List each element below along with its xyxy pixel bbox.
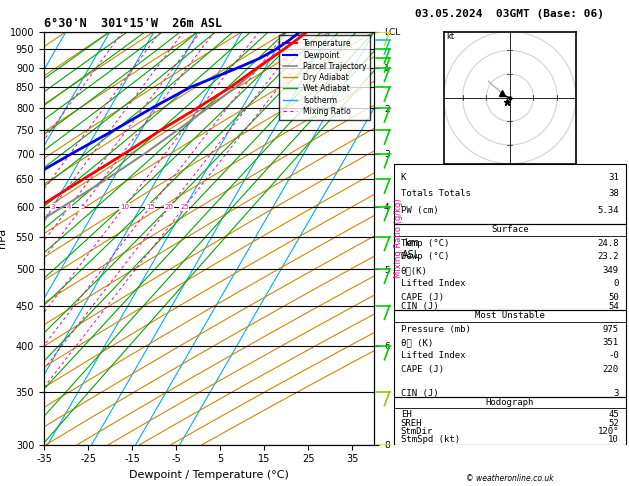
Text: EH: EH	[401, 411, 411, 419]
Text: CIN (J): CIN (J)	[401, 388, 438, 398]
Text: 15: 15	[146, 204, 155, 210]
Text: 54: 54	[608, 302, 619, 311]
Text: 3: 3	[51, 204, 55, 210]
Text: -0: -0	[608, 351, 619, 361]
Text: K: K	[401, 173, 406, 181]
Text: 6°30'N  301°15'W  26m ASL: 6°30'N 301°15'W 26m ASL	[44, 17, 222, 31]
Text: Lifted Index: Lifted Index	[401, 279, 465, 288]
Text: StmDir: StmDir	[401, 427, 433, 435]
Text: Pressure (mb): Pressure (mb)	[401, 325, 470, 334]
Text: Mixing Ratio (g/kg): Mixing Ratio (g/kg)	[394, 198, 403, 278]
Text: 3: 3	[613, 388, 619, 398]
Text: 975: 975	[603, 325, 619, 334]
Text: 4: 4	[67, 204, 72, 210]
Text: Hodograph: Hodograph	[486, 398, 534, 407]
Text: 45: 45	[608, 411, 619, 419]
X-axis label: Dewpoint / Temperature (°C): Dewpoint / Temperature (°C)	[129, 470, 289, 480]
Text: 23.2: 23.2	[598, 252, 619, 261]
Text: Temp (°C): Temp (°C)	[401, 239, 449, 247]
Text: CAPE (J): CAPE (J)	[401, 293, 443, 302]
Text: SREH: SREH	[401, 419, 422, 428]
Text: Surface: Surface	[491, 226, 528, 234]
Text: 20: 20	[165, 204, 174, 210]
Text: Most Unstable: Most Unstable	[475, 312, 545, 320]
Text: 5: 5	[80, 204, 84, 210]
Text: 349: 349	[603, 266, 619, 275]
Text: CIN (J): CIN (J)	[401, 302, 438, 311]
Text: 10: 10	[608, 435, 619, 444]
Text: kt: kt	[446, 32, 454, 41]
Text: PW (cm): PW (cm)	[401, 206, 438, 214]
Text: θᴇ(K): θᴇ(K)	[401, 266, 428, 275]
Text: 52: 52	[608, 419, 619, 428]
Text: 0: 0	[613, 279, 619, 288]
Text: 50: 50	[608, 293, 619, 302]
Text: 25: 25	[180, 204, 189, 210]
Text: CAPE (J): CAPE (J)	[401, 365, 443, 374]
Text: θᴇ (K): θᴇ (K)	[401, 338, 433, 347]
Text: © weatheronline.co.uk: © weatheronline.co.uk	[465, 474, 554, 483]
Text: 24.8: 24.8	[598, 239, 619, 247]
Y-axis label: hPa: hPa	[0, 228, 7, 248]
Text: 351: 351	[603, 338, 619, 347]
Text: 120°: 120°	[598, 427, 619, 435]
Text: 03.05.2024  03GMT (Base: 06): 03.05.2024 03GMT (Base: 06)	[415, 9, 604, 19]
Y-axis label: km
ASL: km ASL	[402, 238, 420, 260]
Text: StmSpd (kt): StmSpd (kt)	[401, 435, 460, 444]
Text: Dewp (°C): Dewp (°C)	[401, 252, 449, 261]
Text: 31: 31	[608, 173, 619, 181]
Text: 220: 220	[603, 365, 619, 374]
Legend: Temperature, Dewpoint, Parcel Trajectory, Dry Adiabat, Wet Adiabat, Isotherm, Mi: Temperature, Dewpoint, Parcel Trajectory…	[279, 35, 370, 120]
Text: Totals Totals: Totals Totals	[401, 189, 470, 198]
Text: 5.34: 5.34	[598, 206, 619, 214]
Text: 10: 10	[120, 204, 129, 210]
Text: Lifted Index: Lifted Index	[401, 351, 465, 361]
Text: 38: 38	[608, 189, 619, 198]
